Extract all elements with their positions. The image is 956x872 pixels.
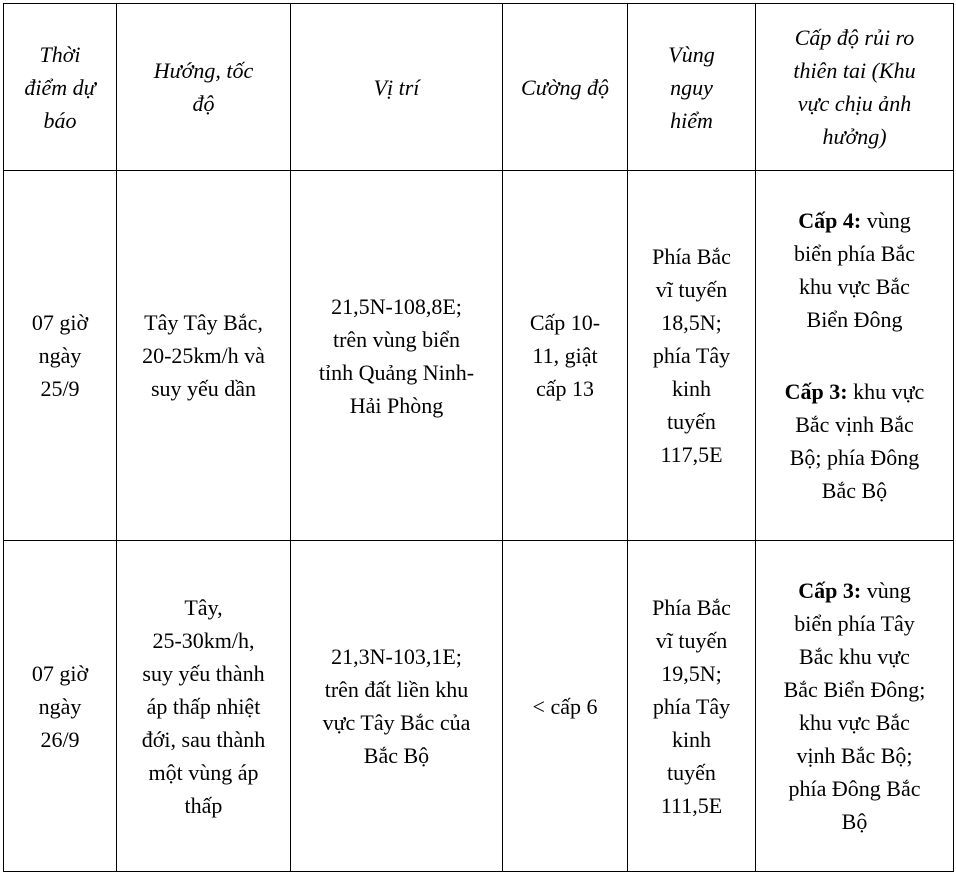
risk-area-text: khu vực Bắc vịnh Bắc Bộ; phía Đông Bắc B… bbox=[789, 379, 925, 503]
cell-direction: Tây, 25-30km/h, suy yếu thành áp thấp nh… bbox=[116, 540, 291, 872]
header-risk-level: Cấp độ rủi ro thiên tai (Khu vực chịu ản… bbox=[755, 3, 954, 171]
risk-entry: Cấp 4: vùng biển phía Bắc khu vực Bắc Bi… bbox=[760, 204, 949, 336]
header-intensity: Cường độ bbox=[502, 3, 628, 171]
cell-direction: Tây Tây Bắc, 20-25km/h và suy yếu dần bbox=[116, 170, 291, 541]
header-direction: Hướng, tốc độ bbox=[116, 3, 291, 171]
table-row: 07 giờ ngày 25/9 Tây Tây Bắc, 20-25km/h … bbox=[3, 170, 954, 541]
risk-area-text: vùng biển phía Bắc khu vực Bắc Biển Đông bbox=[794, 208, 915, 332]
risk-level-label: Cấp 4: bbox=[798, 208, 862, 233]
risk-entry: Cấp 3: khu vực Bắc vịnh Bắc Bộ; phía Đôn… bbox=[760, 375, 949, 507]
cell-position: 21,3N-103,1E; trên đất liền khu vực Tây … bbox=[290, 540, 503, 872]
header-row: Thời điểm dự báo Hướng, tốc độ Vị trí Cư… bbox=[3, 3, 954, 171]
cell-time: 07 giờ ngày 26/9 bbox=[3, 540, 117, 872]
cell-intensity: Cấp 10- 11, giật cấp 13 bbox=[502, 170, 628, 541]
forecast-table: Thời điểm dự báo Hướng, tốc độ Vị trí Cư… bbox=[3, 3, 954, 872]
risk-entry: Cấp 3: vùng biển phía Tây Bắc khu vực Bắ… bbox=[760, 574, 949, 838]
risk-area-text: vùng biển phía Tây Bắc khu vực Bắc Biển … bbox=[783, 578, 926, 834]
cell-risk-level: Cấp 3: vùng biển phía Tây Bắc khu vực Bắ… bbox=[755, 540, 954, 872]
header-danger-zone: Vùng nguy hiểm bbox=[627, 3, 756, 171]
risk-level-label: Cấp 3: bbox=[798, 578, 862, 603]
table-row: 07 giờ ngày 26/9 Tây, 25-30km/h, suy yếu… bbox=[3, 540, 954, 872]
cell-intensity: < cấp 6 bbox=[502, 540, 628, 872]
cell-risk-level: Cấp 4: vùng biển phía Bắc khu vực Bắc Bi… bbox=[755, 170, 954, 541]
cell-danger-zone: Phía Bắc vĩ tuyến 18,5N; phía Tây kinh t… bbox=[627, 170, 756, 541]
cell-time: 07 giờ ngày 25/9 bbox=[3, 170, 117, 541]
cell-position: 21,5N-108,8E; trên vùng biển tỉnh Quảng … bbox=[290, 170, 503, 541]
risk-level-label: Cấp 3: bbox=[784, 379, 848, 404]
header-position: Vị trí bbox=[290, 3, 503, 171]
cell-danger-zone: Phía Bắc vĩ tuyến 19,5N; phía Tây kinh t… bbox=[627, 540, 756, 872]
header-time: Thời điểm dự báo bbox=[3, 3, 117, 171]
